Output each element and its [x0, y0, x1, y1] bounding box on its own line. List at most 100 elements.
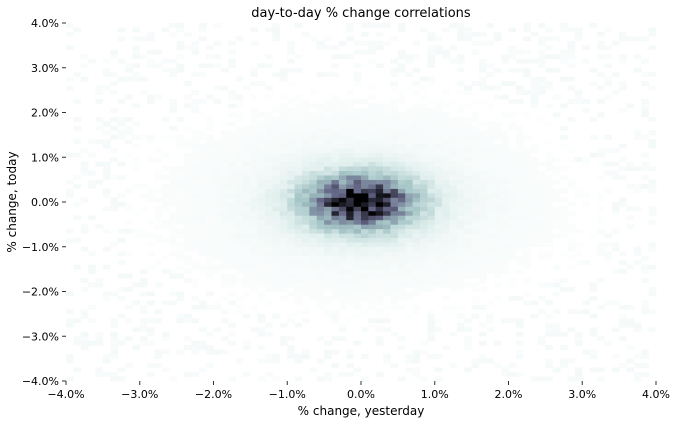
heatmap-cell	[331, 139, 340, 145]
heatmap-cell	[552, 224, 561, 230]
heatmap-cell	[530, 103, 539, 109]
heatmap-cell	[161, 175, 170, 180]
heatmap-cell	[361, 134, 369, 140]
heatmap-cell	[213, 228, 222, 234]
heatmap-cell	[405, 157, 413, 163]
chart-title: day-to-day % change correlations	[251, 6, 471, 21]
heatmap-cell	[117, 237, 126, 243]
heatmap-cell	[294, 228, 303, 234]
heatmap-cell	[582, 161, 590, 167]
heatmap-cell	[508, 193, 517, 198]
heatmap-cell	[479, 273, 487, 279]
heatmap-cell	[545, 166, 554, 171]
heatmap-cell	[309, 255, 318, 261]
heatmap-cell	[508, 49, 517, 55]
heatmap-cell	[493, 184, 502, 189]
heatmap-cell	[456, 251, 465, 256]
heatmap-cell	[486, 148, 495, 154]
heatmap-cell	[316, 130, 325, 136]
heatmap-cell	[641, 278, 649, 283]
heatmap-cell	[198, 367, 207, 373]
heatmap-cell	[530, 219, 539, 225]
heatmap-cell	[449, 219, 458, 225]
heatmap-cell	[316, 184, 325, 189]
heatmap-cell	[206, 121, 214, 127]
heatmap-cell	[405, 291, 413, 297]
heatmap-cell	[567, 148, 576, 154]
heatmap-cell	[449, 188, 458, 194]
heatmap-cell	[110, 90, 118, 95]
heatmap-cell	[213, 233, 222, 239]
heatmap-cell	[235, 94, 244, 100]
heatmap-cell	[375, 184, 384, 189]
heatmap-cell	[464, 152, 472, 158]
heatmap-cell	[331, 170, 340, 176]
heatmap-cell	[353, 282, 362, 288]
heatmap-cell	[198, 175, 207, 180]
heatmap-cell	[471, 233, 480, 239]
heatmap-cell	[442, 112, 450, 118]
heatmap-cell	[346, 184, 354, 189]
heatmap-cell	[479, 197, 487, 203]
heatmap-cell	[501, 112, 509, 118]
heatmap-cell	[427, 116, 436, 122]
heatmap-cell	[302, 130, 310, 136]
heatmap-cell	[243, 139, 251, 145]
heatmap-cell	[515, 331, 524, 337]
heatmap-cell	[427, 130, 436, 136]
heatmap-cell	[309, 103, 318, 109]
heatmap-cell	[515, 260, 524, 265]
heatmap-cell	[405, 210, 413, 216]
heatmap-cell	[257, 237, 266, 243]
heatmap-cell	[361, 166, 369, 171]
heatmap-cell	[456, 197, 465, 203]
heatmap-cell	[102, 358, 111, 364]
heatmap-cell	[368, 255, 377, 261]
heatmap-cell	[73, 72, 82, 77]
heatmap-cell	[375, 63, 384, 69]
heatmap-cell	[206, 269, 214, 274]
heatmap-cell	[479, 237, 487, 243]
heatmap-cell	[493, 170, 502, 176]
heatmap-cell	[294, 282, 303, 288]
heatmap-cell	[493, 340, 502, 346]
heatmap-cell	[265, 112, 273, 118]
heatmap-cell	[191, 304, 200, 310]
heatmap-cell	[250, 139, 259, 145]
heatmap-cell	[309, 295, 318, 301]
heatmap-cell	[294, 358, 303, 364]
heatmap-cell	[198, 210, 207, 216]
heatmap-cell	[412, 354, 421, 359]
heatmap-cell	[464, 130, 472, 136]
heatmap-cell	[324, 219, 332, 225]
heatmap-cell	[368, 202, 377, 207]
heatmap-cell	[235, 233, 244, 239]
heatmap-cell	[538, 376, 546, 382]
heatmap-cell	[117, 251, 126, 256]
heatmap-cell	[560, 278, 568, 283]
heatmap-cell	[206, 264, 214, 270]
heatmap-cell	[390, 161, 399, 167]
heatmap-cell	[361, 152, 369, 158]
heatmap-cell	[479, 179, 487, 185]
heatmap-cell	[279, 94, 288, 100]
heatmap-cell	[125, 202, 133, 207]
heatmap-cell	[420, 224, 428, 230]
heatmap-cell	[434, 242, 443, 248]
heatmap-cell	[515, 90, 524, 95]
heatmap-cell	[523, 161, 531, 167]
heatmap-cell	[95, 85, 104, 91]
heatmap-cell	[390, 242, 399, 248]
heatmap-cell	[302, 175, 310, 180]
heatmap-cell	[353, 300, 362, 306]
heatmap-cell	[538, 76, 546, 82]
heatmap-cell	[560, 287, 568, 292]
heatmap-cell	[324, 36, 332, 42]
heatmap-cell	[538, 295, 546, 301]
heatmap-cell	[95, 372, 104, 377]
heatmap-cell	[412, 152, 421, 158]
heatmap-cell	[294, 246, 303, 252]
heatmap-cell	[397, 282, 406, 288]
heatmap-cell	[250, 121, 259, 127]
heatmap-cell	[161, 237, 170, 243]
